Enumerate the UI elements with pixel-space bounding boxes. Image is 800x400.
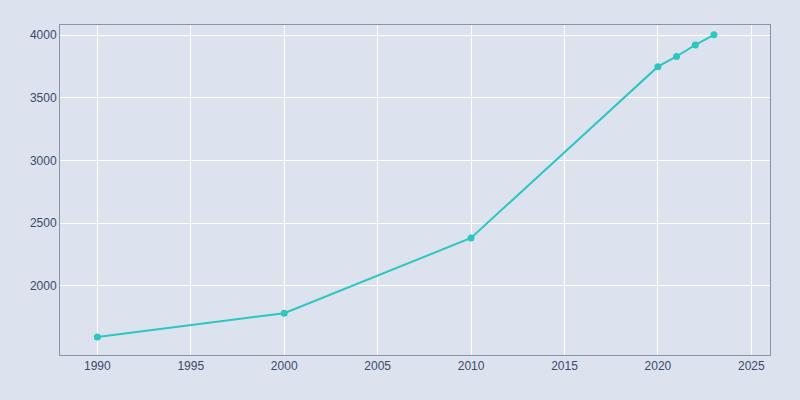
svg-text:1995: 1995 [177,359,204,373]
svg-text:3500: 3500 [30,91,57,105]
svg-text:2000: 2000 [30,279,57,293]
svg-text:2500: 2500 [30,216,57,230]
svg-text:2010: 2010 [458,359,485,373]
svg-text:2025: 2025 [738,359,765,373]
svg-text:2020: 2020 [645,359,672,373]
svg-text:3000: 3000 [30,154,57,168]
svg-text:4000: 4000 [30,28,57,42]
svg-text:2000: 2000 [271,359,298,373]
svg-text:2015: 2015 [551,359,578,373]
svg-text:2005: 2005 [364,359,391,373]
svg-text:1990: 1990 [84,359,111,373]
